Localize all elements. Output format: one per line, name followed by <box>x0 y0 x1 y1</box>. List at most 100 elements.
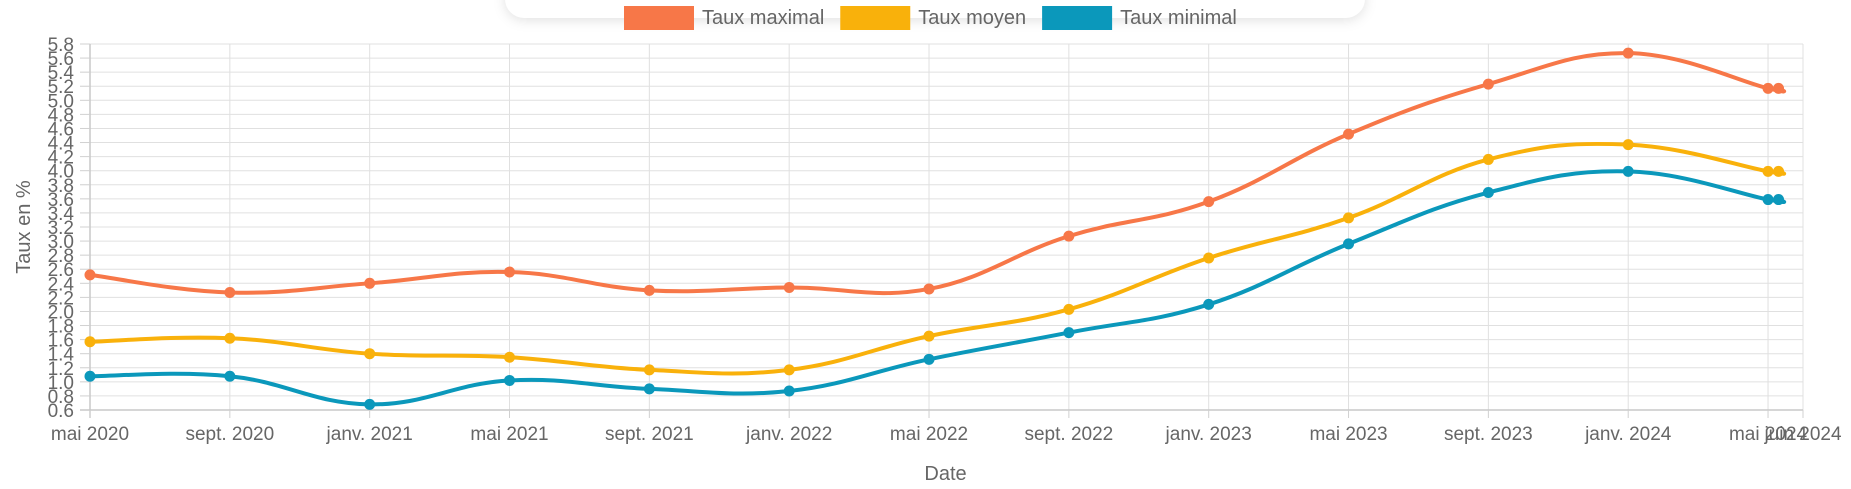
legend-label-2: Taux minimal <box>1120 7 1237 29</box>
data-point-1-6[interactable] <box>923 330 935 342</box>
legend-swatch-1 <box>840 6 911 30</box>
data-point-2-4[interactable] <box>643 383 655 395</box>
x-tick-label-3: mai 2021 <box>470 424 548 445</box>
y-tick-label-13: 3.2 <box>48 218 74 239</box>
x-tick-label-8: janv. 2023 <box>1165 424 1252 445</box>
data-point-1-2[interactable] <box>364 348 376 360</box>
legend-swatch-2 <box>1042 6 1113 30</box>
y-tick-label-19: 4.4 <box>48 134 75 155</box>
y-tick-label-12: 3.0 <box>48 232 74 253</box>
y-tick-label-1: 0.8 <box>48 387 74 408</box>
data-point-1-11[interactable] <box>1622 139 1634 151</box>
data-point-0-8[interactable] <box>1203 196 1215 208</box>
data-point-0-7[interactable] <box>1063 230 1075 242</box>
legend: Taux maximal Taux moyen Taux minimal <box>505 0 1365 30</box>
data-point-0-0[interactable] <box>84 269 96 281</box>
data-point-0-1[interactable] <box>224 286 236 298</box>
data-point-2-1[interactable] <box>224 370 236 382</box>
x-tick-label-2: janv. 2021 <box>326 424 413 445</box>
legend-swatch-0 <box>624 6 694 30</box>
data-point-2-2[interactable] <box>364 398 376 410</box>
data-point-0-6[interactable] <box>923 283 935 295</box>
data-point-1-7[interactable] <box>1063 303 1075 315</box>
y-tick-label-11: 2.8 <box>48 246 74 267</box>
y-tick-label-20: 4.6 <box>48 119 74 140</box>
data-point-0-12[interactable] <box>1762 82 1774 94</box>
data-point-2-13[interactable] <box>1773 194 1785 206</box>
y-tick-label-25: 5.6 <box>48 49 74 70</box>
data-point-1-12[interactable] <box>1762 165 1774 177</box>
data-point-2-7[interactable] <box>1063 327 1075 339</box>
data-point-1-4[interactable] <box>643 364 655 376</box>
data-point-2-8[interactable] <box>1203 298 1215 310</box>
series-line-1 <box>88 141 1787 376</box>
data-point-2-12[interactable] <box>1762 194 1774 206</box>
data-point-1-0[interactable] <box>84 336 96 348</box>
legend-background <box>505 0 1365 18</box>
x-tick-label-7: sept. 2022 <box>1024 424 1113 445</box>
data-point-2-6[interactable] <box>923 353 935 365</box>
y-tick-label-16: 3.8 <box>48 176 74 197</box>
legend-item-2[interactable]: Taux minimal <box>1042 6 1237 30</box>
y-tick-label-3: 1.2 <box>48 359 74 380</box>
y-tick-label-10: 2.6 <box>48 260 74 281</box>
legend-item-0[interactable]: Taux maximal <box>624 6 824 30</box>
x-tick-label-0: mai 2020 <box>51 424 129 445</box>
x-tick-label-6: mai 2022 <box>890 424 968 445</box>
y-tick-label-4: 1.4 <box>48 345 75 366</box>
data-point-0-5[interactable] <box>783 282 795 294</box>
legend-label-1: Taux moyen <box>918 7 1026 29</box>
legend-item-1[interactable]: Taux moyen <box>840 6 1026 30</box>
y-tick-label-24: 5.4 <box>48 63 75 84</box>
y-tick-label-17: 4.0 <box>48 162 74 183</box>
y-tick-label-22: 5.0 <box>48 91 74 112</box>
x-tick-label-10: sept. 2023 <box>1444 424 1533 445</box>
series-0 <box>84 47 1787 298</box>
y-tick-label-26: 5.8 <box>48 35 74 56</box>
y-tick-label-0: 0.6 <box>48 401 74 422</box>
series-line-2 <box>88 169 1787 407</box>
x-tick-label-1: sept. 2020 <box>185 424 274 445</box>
data-point-2-3[interactable] <box>504 374 516 386</box>
x-tick-label-5: janv. 2022 <box>745 424 832 445</box>
data-point-0-11[interactable] <box>1622 47 1634 59</box>
legend-label-0: Taux maximal <box>702 7 824 29</box>
data-point-1-8[interactable] <box>1203 252 1215 264</box>
data-point-1-9[interactable] <box>1343 212 1355 224</box>
data-point-2-11[interactable] <box>1622 165 1634 177</box>
y-tick-label-15: 3.6 <box>48 190 74 211</box>
data-point-0-10[interactable] <box>1482 78 1494 90</box>
data-point-1-1[interactable] <box>224 332 236 344</box>
data-point-0-2[interactable] <box>364 277 376 289</box>
series-2 <box>84 165 1787 410</box>
y-tick-label-5: 1.6 <box>48 331 74 352</box>
x-axis: mai 2020 sept. 2020 janv. 2021 mai 2021 sept… <box>51 409 1842 445</box>
series-line-0 <box>88 51 1787 296</box>
data-point-0-4[interactable] <box>643 284 655 296</box>
data-point-0-3[interactable] <box>504 266 516 278</box>
series-1 <box>84 139 1787 376</box>
series-lines <box>84 47 1787 410</box>
y-axis-title: Taux en % <box>13 180 35 274</box>
data-point-2-0[interactable] <box>84 370 96 382</box>
y-tick-label-21: 4.8 <box>48 105 74 126</box>
y-tick-label-6: 1.8 <box>48 317 74 338</box>
data-point-1-5[interactable] <box>783 364 795 376</box>
data-point-2-10[interactable] <box>1482 187 1494 199</box>
x-tick-label-13: juin 2024 <box>1763 424 1842 445</box>
x-tick-label-12: mai 2024 <box>1729 424 1808 445</box>
y-tick-label-8: 2.2 <box>48 288 74 309</box>
y-axis: 0.60.81.01.21.41.61.82.02.22.42.62.83.03… <box>48 35 91 422</box>
data-point-2-5[interactable] <box>783 385 795 397</box>
y-tick-label-7: 2.0 <box>48 302 74 323</box>
data-point-1-10[interactable] <box>1482 153 1494 165</box>
data-point-2-9[interactable] <box>1343 238 1355 250</box>
data-point-1-13[interactable] <box>1773 165 1785 177</box>
y-tick-label-14: 3.4 <box>48 204 75 225</box>
data-point-0-9[interactable] <box>1343 128 1355 140</box>
data-point-1-3[interactable] <box>504 351 516 363</box>
y-tick-label-9: 2.4 <box>48 274 75 295</box>
data-point-0-13[interactable] <box>1773 82 1785 94</box>
